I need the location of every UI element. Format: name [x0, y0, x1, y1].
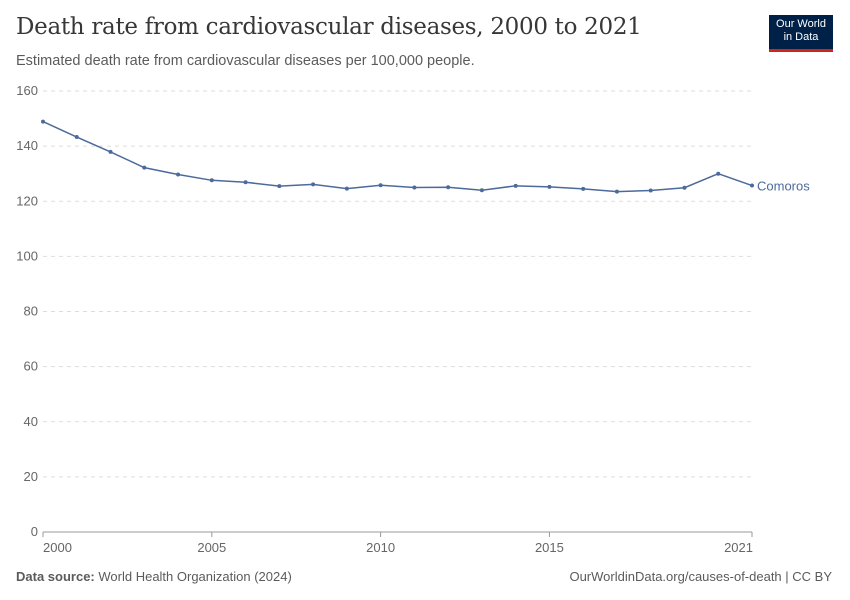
data-point — [243, 180, 248, 185]
data-point — [648, 188, 653, 193]
data-point — [614, 189, 619, 194]
data-point — [581, 186, 586, 191]
source-text: World Health Organization (2024) — [98, 569, 292, 584]
x-tick-label: 2005 — [197, 540, 226, 555]
data-point — [547, 184, 552, 189]
data-point — [41, 119, 45, 124]
owid-logo[interactable]: Our World in Data — [769, 15, 833, 52]
logo-line1: Our World — [776, 18, 826, 30]
footer-link[interactable]: OurWorldinData.org/causes-of-death | CC … — [569, 569, 832, 584]
data-point — [513, 183, 518, 188]
y-tick-label: 100 — [16, 248, 38, 263]
y-tick-label: 20 — [24, 469, 38, 484]
data-point — [750, 183, 754, 188]
series-line-comoros — [42, 120, 753, 193]
y-tick-label: 40 — [24, 414, 38, 429]
data-point — [209, 178, 214, 183]
data-point — [142, 165, 147, 170]
x-tick-label: 2000 — [43, 540, 72, 555]
data-point — [716, 171, 721, 176]
source-label: Data source: — [16, 569, 95, 584]
data-point — [74, 135, 79, 140]
y-tick-label: 120 — [16, 193, 38, 208]
x-tick-label: 2021 — [724, 540, 753, 555]
chart-title: Death rate from cardiovascular diseases,… — [16, 14, 642, 40]
logo-line2: in Data — [783, 31, 819, 43]
chart-subtitle: Estimated death rate from cardiovascular… — [16, 53, 475, 69]
data-point — [277, 184, 282, 189]
data-point — [479, 188, 484, 193]
data-point — [108, 149, 113, 154]
data-point — [176, 172, 181, 177]
data-point — [682, 185, 687, 190]
data-point — [378, 183, 383, 188]
data-source: Data source: World Health Organization (… — [16, 569, 292, 584]
data-point — [446, 185, 451, 190]
y-tick-label: 60 — [24, 359, 38, 374]
y-tick-label: 140 — [16, 138, 38, 153]
x-tick-label: 2010 — [366, 540, 395, 555]
y-tick-label: 0 — [31, 524, 38, 539]
data-point — [344, 186, 349, 191]
data-point — [412, 185, 417, 190]
series-label: Comoros — [757, 179, 810, 194]
x-tick-label: 2015 — [535, 540, 564, 555]
y-tick-label: 80 — [24, 304, 38, 319]
y-tick-label: 160 — [16, 83, 38, 98]
data-point — [311, 182, 316, 187]
